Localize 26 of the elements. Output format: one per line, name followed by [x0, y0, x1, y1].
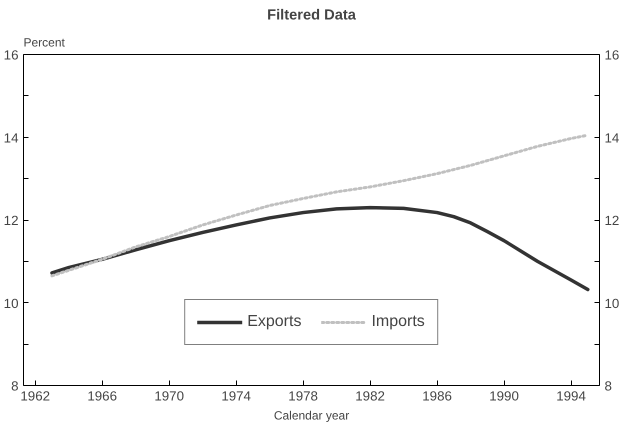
y2-tick-label: 12: [604, 213, 620, 228]
x-tick-label: 1978: [288, 388, 318, 404]
y2-tick-label: 8: [604, 378, 612, 394]
legend-label: Exports: [247, 313, 302, 331]
line-series: [50, 134, 590, 278]
x-tick-label: 1966: [87, 388, 118, 404]
x-tick-label: 1974: [221, 388, 252, 404]
y2-tick-label: 14: [604, 130, 620, 146]
x-tick-label: 1970: [154, 388, 184, 404]
y-tick-label: 16: [4, 48, 19, 62]
x-tick-label: 1994: [556, 388, 586, 404]
x-tick-label: 1982: [355, 388, 385, 404]
x-tick-label: 1990: [489, 388, 519, 404]
y2-tick-label: 16: [604, 48, 620, 62]
x-tick-label: 1986: [422, 388, 452, 404]
y-tick-label: 14: [4, 130, 20, 146]
y-tick-label: 12: [4, 213, 19, 228]
x-axis-title: Calendar year: [274, 408, 350, 422]
chart-title: Filtered Data: [267, 8, 357, 24]
line-series: [50, 206, 590, 292]
y-axis-title: Percent: [24, 36, 66, 50]
legend-label: Imports: [371, 313, 425, 331]
y-tick-label: 10: [4, 296, 19, 311]
x-tick-label: 1962: [20, 388, 50, 404]
y-tick-label: 8: [11, 378, 19, 394]
y2-tick-label: 10: [604, 296, 620, 311]
